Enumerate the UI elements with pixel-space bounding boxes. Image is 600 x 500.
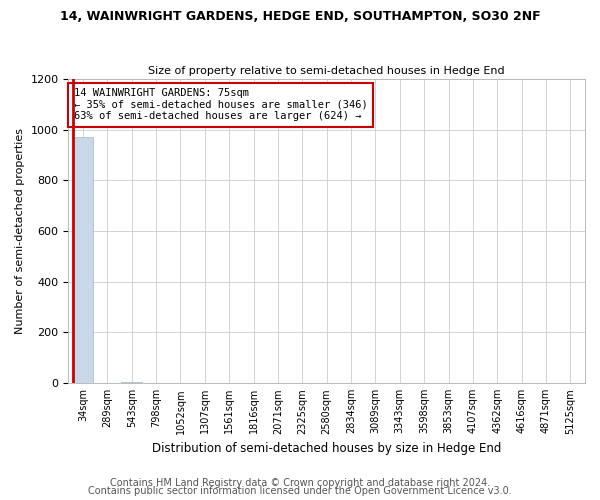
Bar	[268, 382, 289, 383]
Bar	[97, 382, 118, 383]
X-axis label: Distribution of semi-detached houses by size in Hedge End: Distribution of semi-detached houses by …	[152, 442, 502, 455]
Bar	[121, 382, 142, 383]
Text: 14, WAINWRIGHT GARDENS, HEDGE END, SOUTHAMPTON, SO30 2NF: 14, WAINWRIGHT GARDENS, HEDGE END, SOUTH…	[59, 10, 541, 23]
Text: 14 WAINWRIGHT GARDENS: 75sqm
← 35% of semi-detached houses are smaller (346)
63%: 14 WAINWRIGHT GARDENS: 75sqm ← 35% of se…	[74, 88, 367, 122]
Title: Size of property relative to semi-detached houses in Hedge End: Size of property relative to semi-detach…	[148, 66, 505, 76]
Y-axis label: Number of semi-detached properties: Number of semi-detached properties	[15, 128, 25, 334]
Bar	[73, 138, 94, 383]
Text: Contains public sector information licensed under the Open Government Licence v3: Contains public sector information licen…	[88, 486, 512, 496]
Text: Contains HM Land Registry data © Crown copyright and database right 2024.: Contains HM Land Registry data © Crown c…	[110, 478, 490, 488]
Bar	[146, 382, 166, 383]
